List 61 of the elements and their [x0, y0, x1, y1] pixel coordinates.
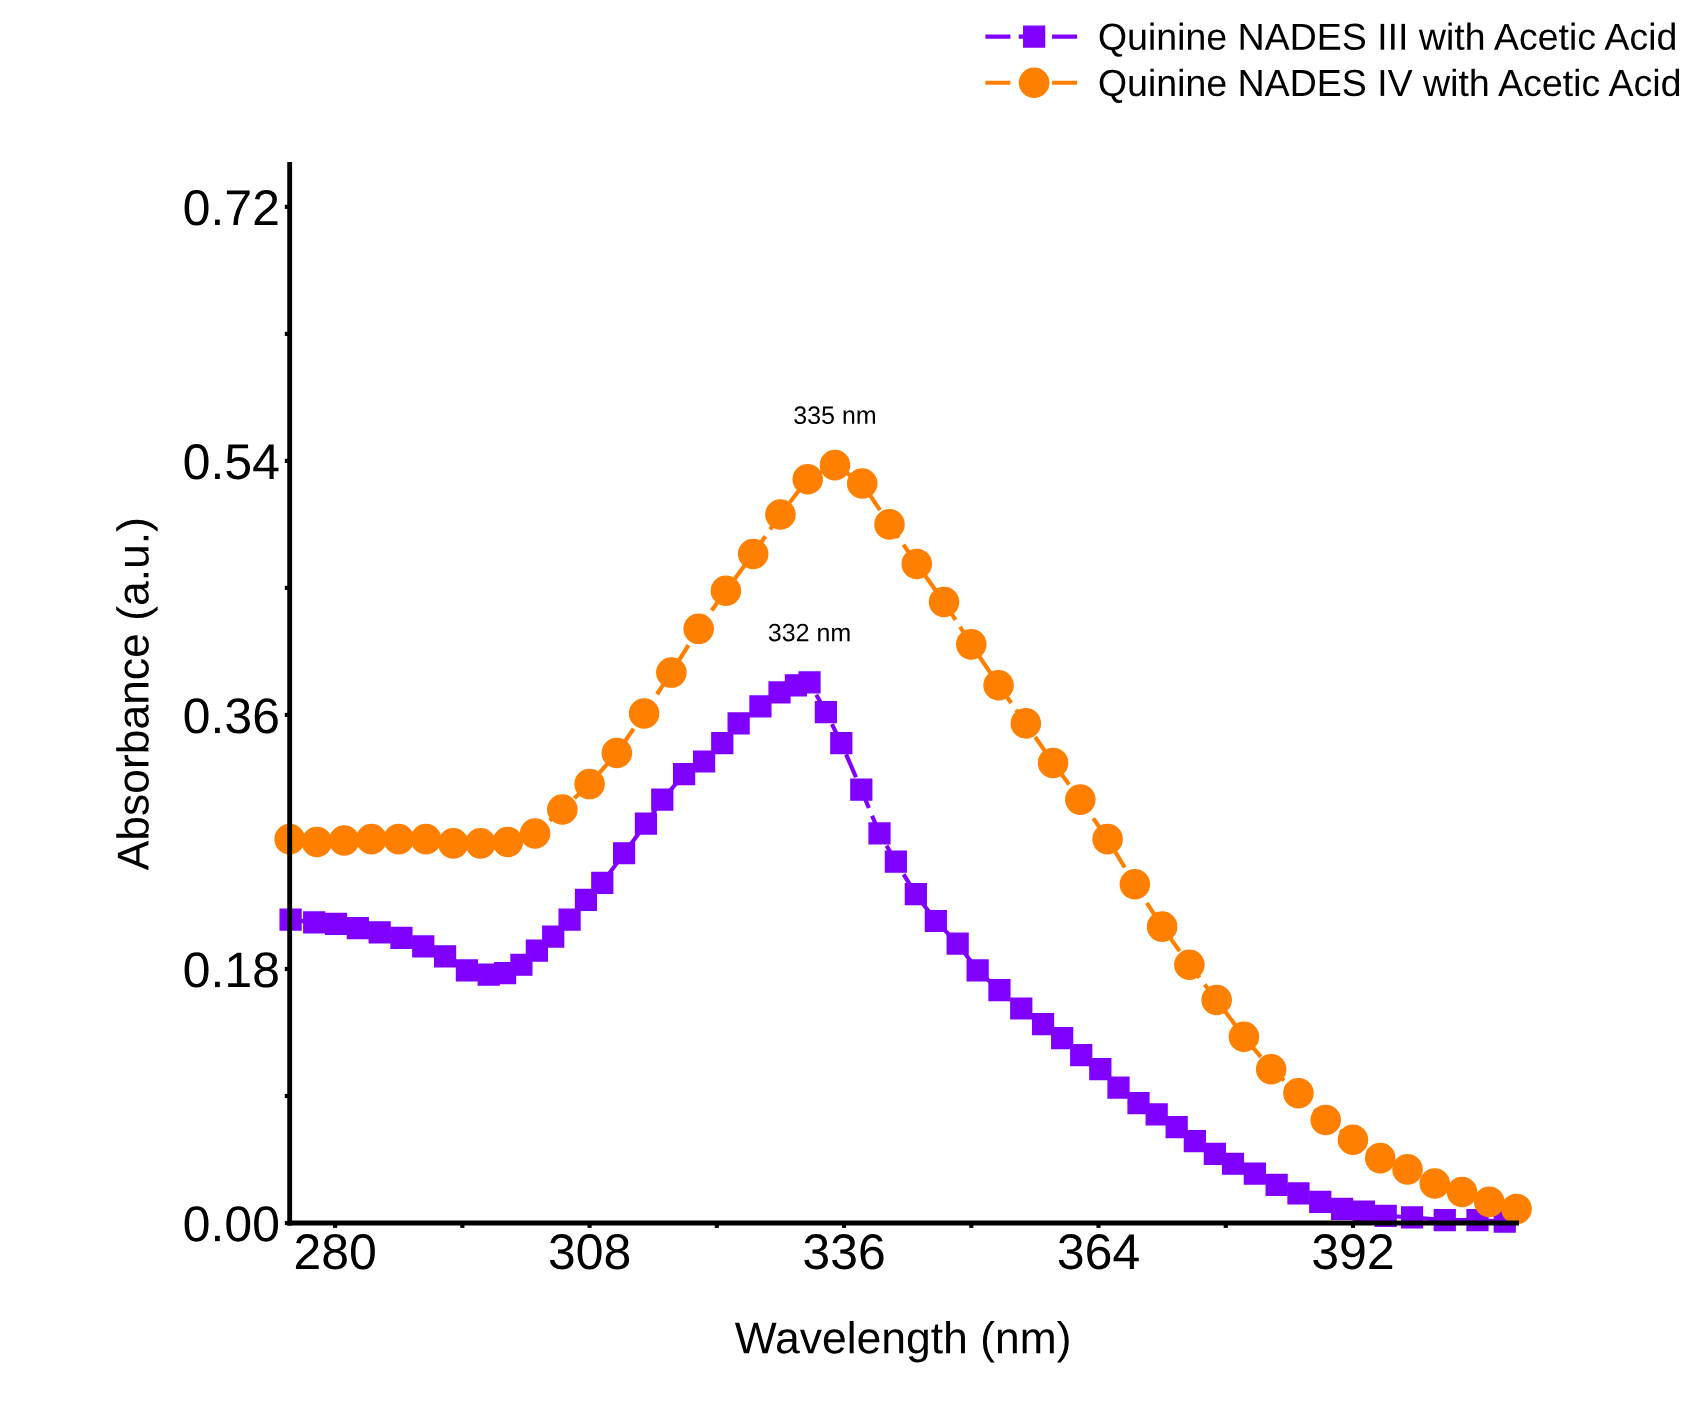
x-tick-label: 308	[549, 1234, 630, 1270]
point	[410, 823, 442, 855]
point	[1446, 1176, 1478, 1208]
point	[928, 586, 960, 618]
point	[683, 613, 714, 645]
y-tick-label: 0.18	[184, 952, 278, 988]
point	[1392, 1154, 1423, 1185]
y-tick-label: 0.36	[184, 698, 278, 734]
point	[574, 768, 605, 800]
y-tick-label: 0.72	[184, 190, 278, 226]
point	[819, 449, 851, 481]
point	[765, 499, 796, 530]
annotation: 332 nm	[768, 623, 850, 642]
point	[1092, 823, 1123, 855]
annotation: 335 nm	[794, 406, 876, 425]
point	[1037, 747, 1069, 779]
point	[983, 670, 1014, 701]
point	[1337, 1124, 1369, 1156]
point	[1174, 949, 1205, 981]
point	[437, 828, 469, 859]
point	[1228, 1021, 1260, 1053]
y-tick-label: 0.00	[184, 1206, 279, 1242]
point	[1364, 1142, 1396, 1174]
point	[1119, 869, 1151, 900]
point	[1310, 1104, 1341, 1136]
y-axis-title: Absorbance (a.u.)	[116, 519, 158, 871]
point	[1201, 984, 1232, 1016]
point	[710, 575, 742, 607]
point	[492, 826, 524, 858]
point	[1474, 1186, 1505, 1218]
point	[547, 794, 578, 825]
point	[519, 818, 551, 849]
point	[1255, 1053, 1287, 1085]
point	[356, 823, 387, 855]
y-tick-label: 0.54	[184, 444, 279, 480]
x-axis-title: Wavelength (nm)	[734, 1321, 1069, 1363]
point	[465, 828, 496, 859]
point	[1419, 1168, 1451, 1199]
point	[956, 629, 987, 660]
point	[301, 826, 333, 858]
point	[792, 463, 823, 495]
legend-label: Quinine NADES III with Acetic Acid	[1099, 22, 1675, 57]
legend-label: Quinine NADES IV with Acetic Acid	[1099, 68, 1680, 103]
point	[737, 538, 769, 570]
point	[1283, 1077, 1314, 1109]
point	[328, 825, 360, 856]
point	[656, 657, 687, 688]
point	[1146, 911, 1178, 942]
x-tick-label: 392	[1313, 1234, 1393, 1270]
point	[901, 548, 933, 580]
point	[846, 468, 878, 499]
point	[874, 509, 905, 540]
point	[601, 737, 633, 769]
x-tick-label: 280	[295, 1234, 375, 1270]
point	[1065, 784, 1096, 815]
x-tick-label: 364	[1058, 1234, 1139, 1270]
point	[1501, 1193, 1532, 1225]
point	[628, 698, 660, 729]
point	[383, 823, 415, 855]
x-tick-label: 336	[804, 1234, 884, 1270]
point	[1010, 708, 1042, 739]
